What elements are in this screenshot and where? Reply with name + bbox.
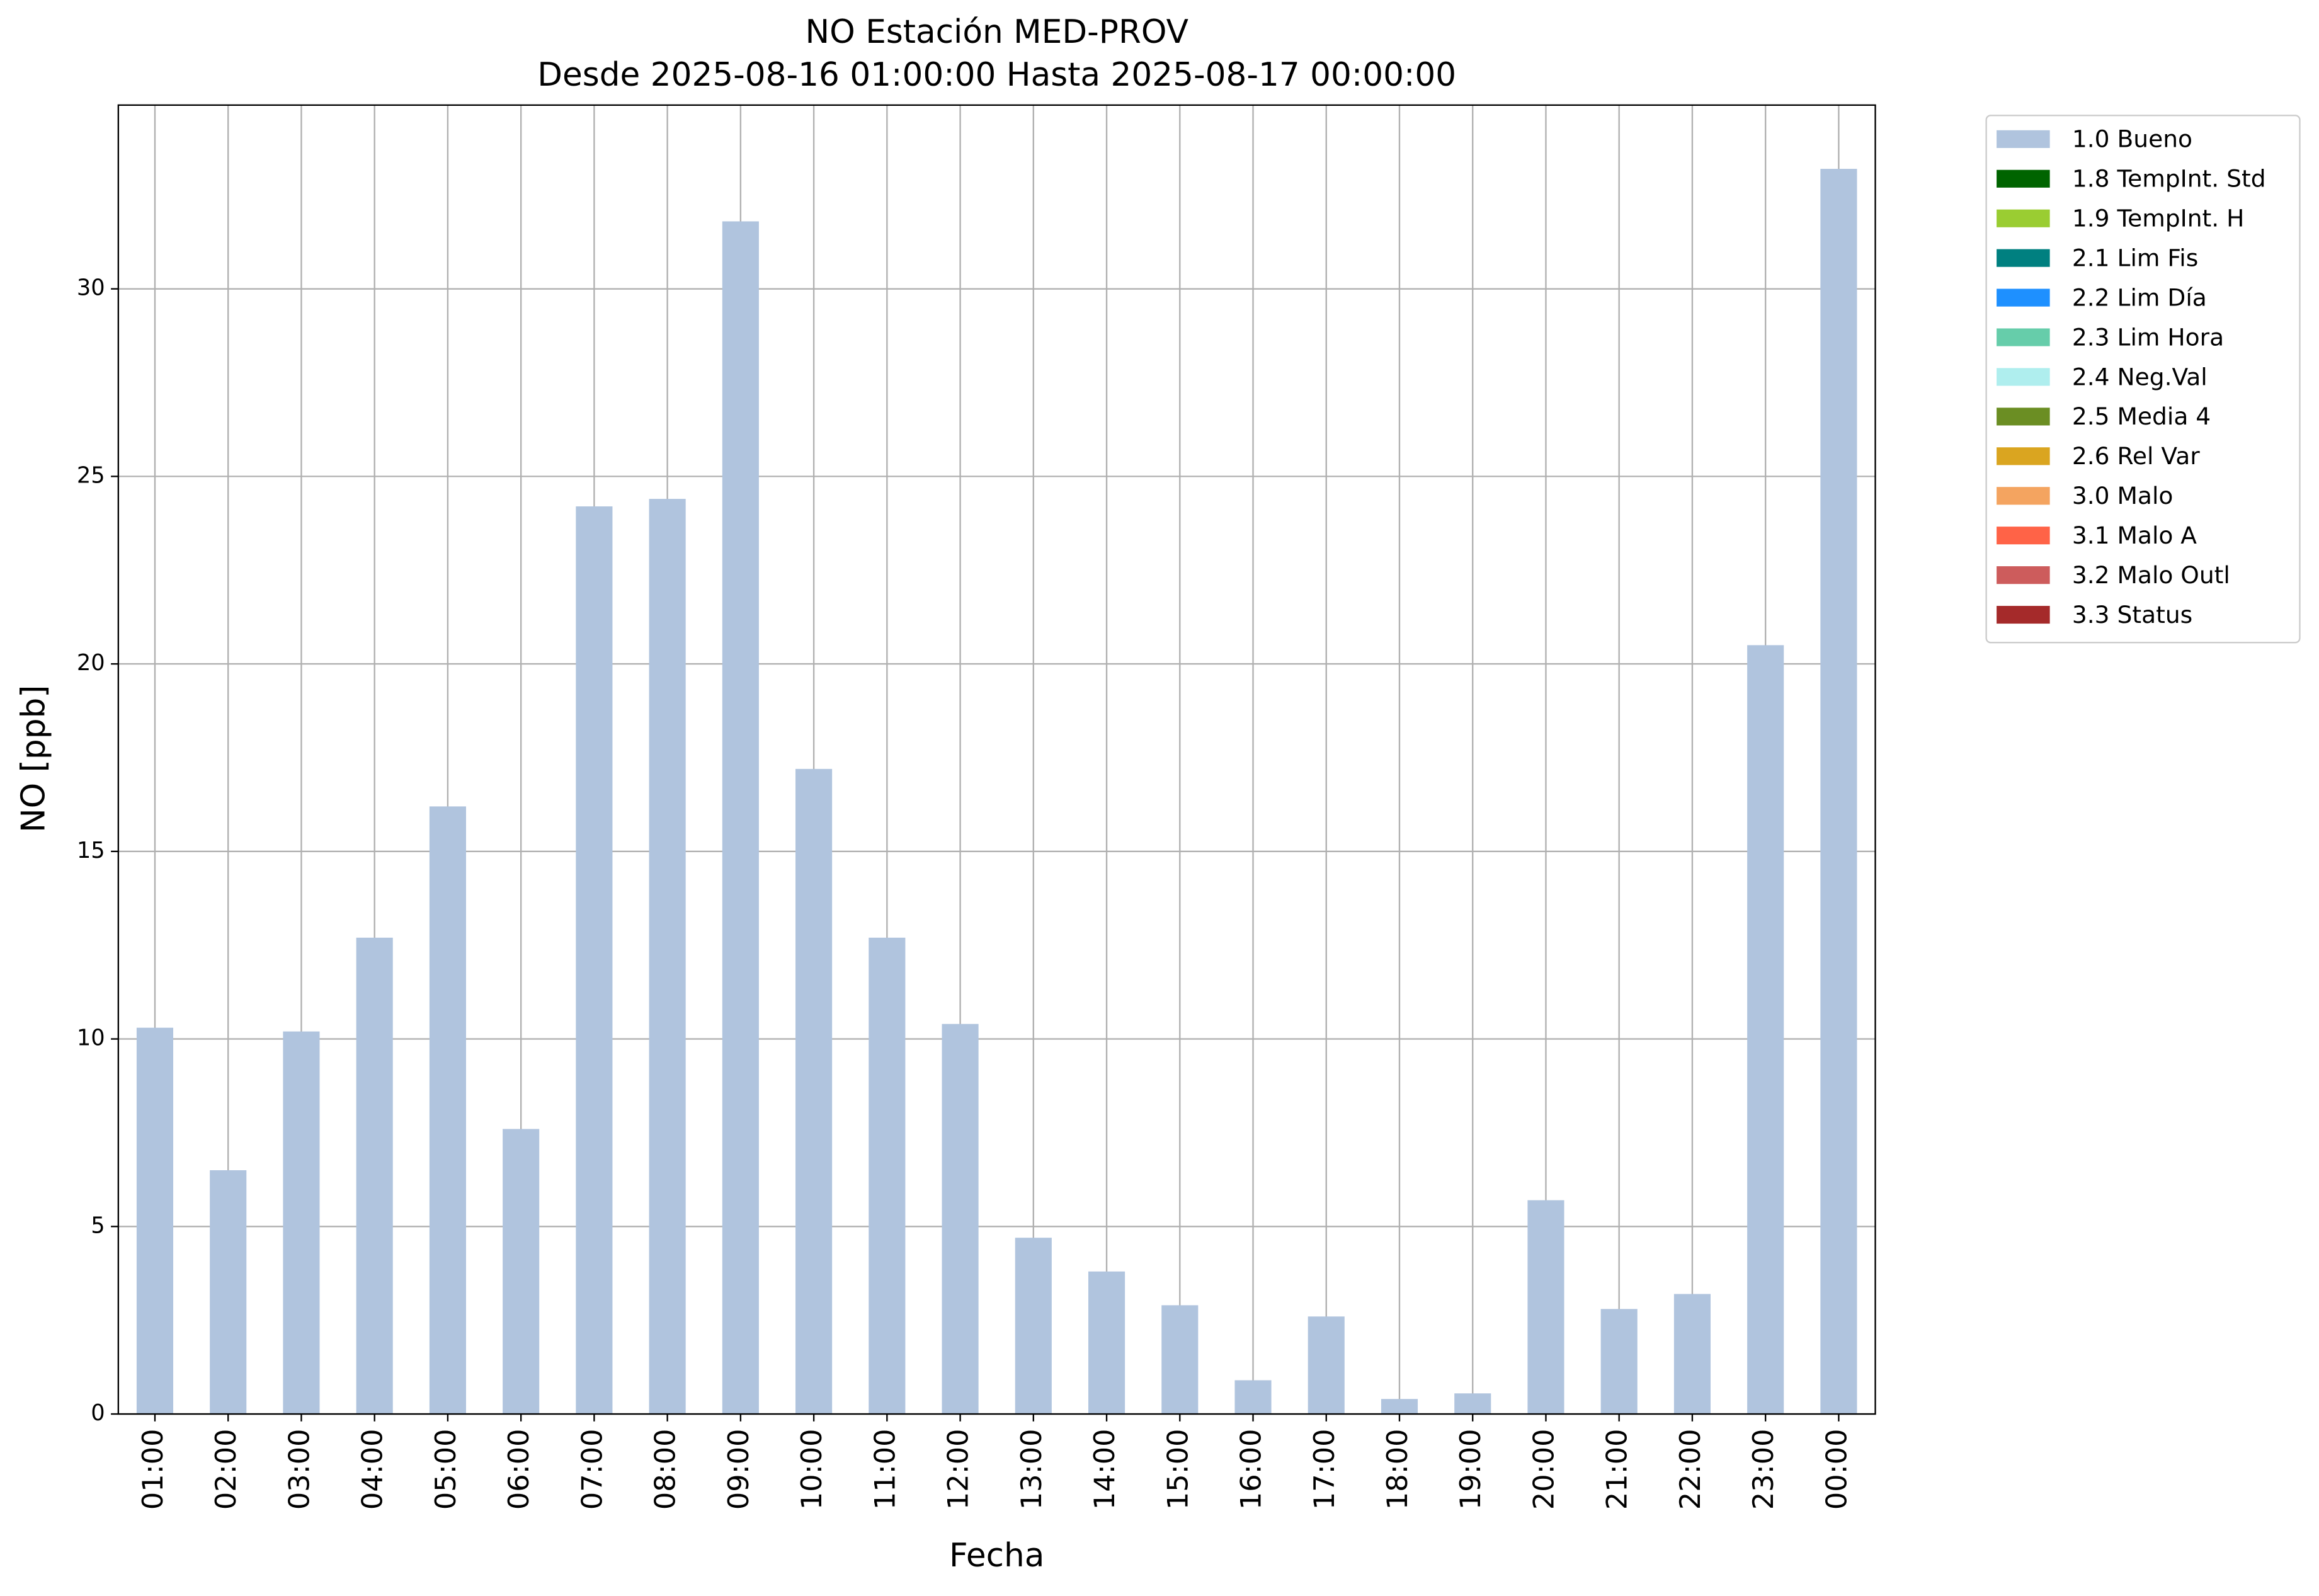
x-tick-label: 17:00: [1308, 1429, 1341, 1510]
bar: [1747, 645, 1784, 1415]
x-tick-label: 02:00: [210, 1429, 242, 1510]
bar: [1088, 1271, 1125, 1415]
x-tick-label: 03:00: [283, 1429, 316, 1510]
legend-swatch: [1997, 209, 2050, 227]
bar: [1527, 1200, 1564, 1415]
y-tick-label: 5: [91, 1212, 105, 1238]
legend-label: 1.9 TempInt. H: [2072, 205, 2245, 232]
x-tick-label: 23:00: [1747, 1429, 1780, 1510]
bar: [576, 506, 613, 1415]
legend-swatch: [1997, 328, 2050, 346]
legend: 1.0 Bueno 1.8 TempInt. Std 1.9 TempInt. H 2…: [1985, 115, 2301, 644]
bar: [795, 768, 833, 1415]
legend-label: 2.4 Neg.Val: [2072, 363, 2208, 390]
bar: [722, 221, 759, 1415]
legend-label: 2.6 Rel Var: [2072, 442, 2200, 470]
bar: [283, 1031, 320, 1415]
y-axis-label: NO [ppb]: [14, 685, 52, 833]
legend-swatch: [1997, 169, 2050, 188]
bar: [1234, 1380, 1272, 1415]
y-tick-label: 10: [77, 1025, 105, 1051]
legend-swatch: [1997, 566, 2050, 584]
y-tick-label: 30: [77, 275, 105, 301]
bar: [869, 937, 906, 1415]
chart-title: NO Estación MED-PROV: [805, 13, 1188, 51]
x-tick-label: 18:00: [1381, 1429, 1414, 1510]
bar: [1600, 1309, 1638, 1415]
bar: [1381, 1399, 1418, 1415]
legend-box: [1985, 115, 2301, 644]
bars: [136, 169, 1857, 1415]
bar: [649, 499, 686, 1415]
bar: [1820, 169, 1857, 1415]
bar: [210, 1170, 247, 1415]
legend-label: 1.0 Bueno: [2072, 125, 2192, 153]
x-tick-label: 10:00: [795, 1429, 828, 1510]
legend-label: 3.2 Malo Outl: [2072, 561, 2230, 589]
legend-swatch: [1997, 408, 2050, 426]
legend-label: 3.1 Malo A: [2072, 522, 2197, 549]
x-tick-label: 12:00: [942, 1429, 975, 1510]
legend-label: 2.2 Lim Día: [2072, 283, 2207, 311]
bar: [1673, 1294, 1711, 1415]
legend-label: 2.1 Lim Fis: [2072, 244, 2198, 272]
legend-label: 3.3 Status: [2072, 601, 2192, 629]
y-tick-label: 25: [77, 462, 105, 488]
bar: [503, 1129, 540, 1415]
x-tick-label: 16:00: [1235, 1429, 1268, 1510]
legend-swatch: [1997, 487, 2050, 505]
x-tick-label: 11:00: [869, 1429, 901, 1510]
y-tick-label: 0: [91, 1400, 105, 1426]
x-tick-label: 05:00: [430, 1429, 462, 1510]
legend-swatch: [1997, 605, 2050, 624]
x-tick-label: 04:00: [356, 1429, 389, 1510]
x-tick-label: 19:00: [1454, 1429, 1487, 1510]
legend-swatch: [1997, 447, 2050, 465]
x-tick-label: 09:00: [722, 1429, 755, 1510]
legend-label: 2.5 Media 4: [2072, 402, 2211, 430]
legend-swatch: [1997, 249, 2050, 267]
legend-swatch: [1997, 527, 2050, 545]
x-tick-label: 00:00: [1820, 1429, 1853, 1510]
plot-frame: [117, 104, 1876, 1415]
bar: [1015, 1238, 1052, 1415]
x-tick-label: 07:00: [576, 1429, 608, 1510]
bar: [136, 1027, 174, 1415]
bar: [429, 806, 466, 1415]
legend-swatch: [1997, 130, 2050, 148]
x-tick-label: 08:00: [649, 1429, 682, 1510]
bar: [1454, 1393, 1491, 1415]
x-axis-label: Fecha: [949, 1537, 1044, 1575]
bar: [356, 937, 393, 1415]
x-tick-label: 22:00: [1674, 1429, 1707, 1510]
x-tick-label: 06:00: [503, 1429, 535, 1510]
axes: 0 5 10 15 20 25 30 01:00 02:00 03:00 04:00 05:00 06:…: [77, 104, 1876, 1510]
y-tick-label: 20: [77, 650, 105, 676]
x-tick-label: 13:00: [1015, 1429, 1048, 1510]
x-tick-label: 14:00: [1088, 1429, 1121, 1510]
x-tick-label: 01:00: [137, 1429, 169, 1510]
bar: [1308, 1316, 1345, 1415]
bar: [1161, 1305, 1199, 1415]
x-tick-label: 21:00: [1601, 1429, 1634, 1510]
legend-label: 1.8 TempInt. Std: [2072, 165, 2266, 193]
legend-label: 2.3 Lim Hora: [2072, 323, 2224, 351]
chart-subtitle: Desde 2025-08-16 01:00:00 Hasta 2025-08-…: [537, 56, 1456, 94]
y-tick-label: 15: [77, 838, 105, 864]
legend-swatch: [1997, 368, 2050, 386]
legend-label: 3.0 Malo: [2072, 482, 2174, 510]
bar: [942, 1023, 979, 1415]
x-tick-label: 15:00: [1161, 1429, 1194, 1510]
legend-swatch: [1997, 288, 2050, 307]
x-tick-label: 20:00: [1527, 1429, 1560, 1510]
